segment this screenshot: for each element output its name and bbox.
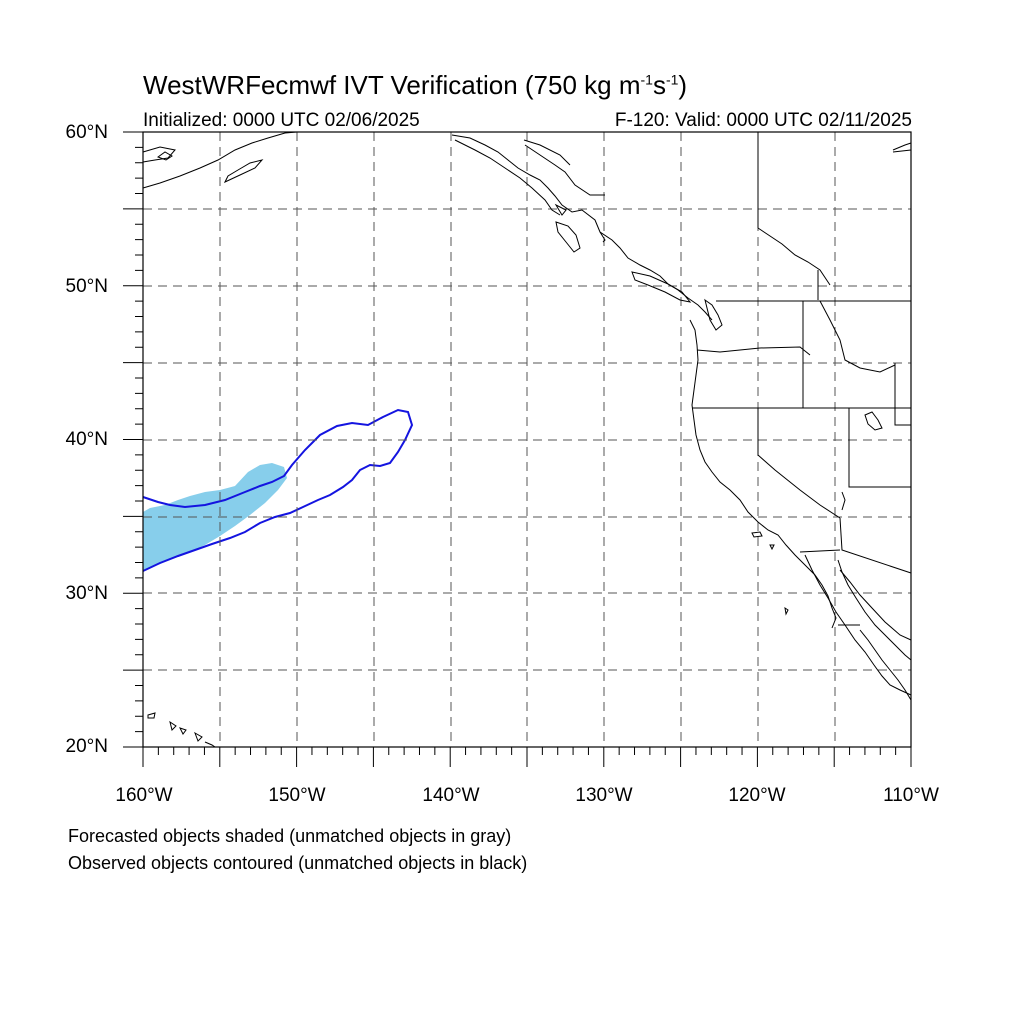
lon-label-160w: 160°W xyxy=(115,785,173,806)
chart-title: WestWRFecmwf IVT Verification (750 kg m-… xyxy=(143,70,688,100)
lat-label-20: 20°N xyxy=(65,736,108,757)
lon-label-140w: 140°W xyxy=(422,785,480,806)
lat-label-50: 50°N xyxy=(65,276,108,297)
lat-label-60: 60°N xyxy=(65,122,108,143)
lat-label-40: 40°N xyxy=(65,429,108,450)
lat-lon-grid xyxy=(143,132,911,747)
axis-ticks xyxy=(123,131,912,767)
init-time-label: Initialized: 0000 UTC 02/06/2025 xyxy=(143,110,420,131)
legend-note-observed: Observed objects contoured (unmatched ob… xyxy=(68,853,528,873)
lat-label-30: 30°N xyxy=(65,583,108,604)
lon-label-150w: 150°W xyxy=(268,785,326,806)
valid-time-label: F-120: Valid: 0000 UTC 02/11/2025 xyxy=(614,110,912,131)
political-boundaries xyxy=(692,132,912,626)
lon-label-110w: 110°W xyxy=(883,785,939,806)
legend-note-forecast: Forecasted objects shaded (unmatched obj… xyxy=(68,826,512,846)
lon-label-120w: 120°W xyxy=(728,785,786,806)
coastlines xyxy=(142,131,912,748)
lon-label-130w: 130°W xyxy=(575,785,633,806)
plot-frame xyxy=(142,131,912,748)
